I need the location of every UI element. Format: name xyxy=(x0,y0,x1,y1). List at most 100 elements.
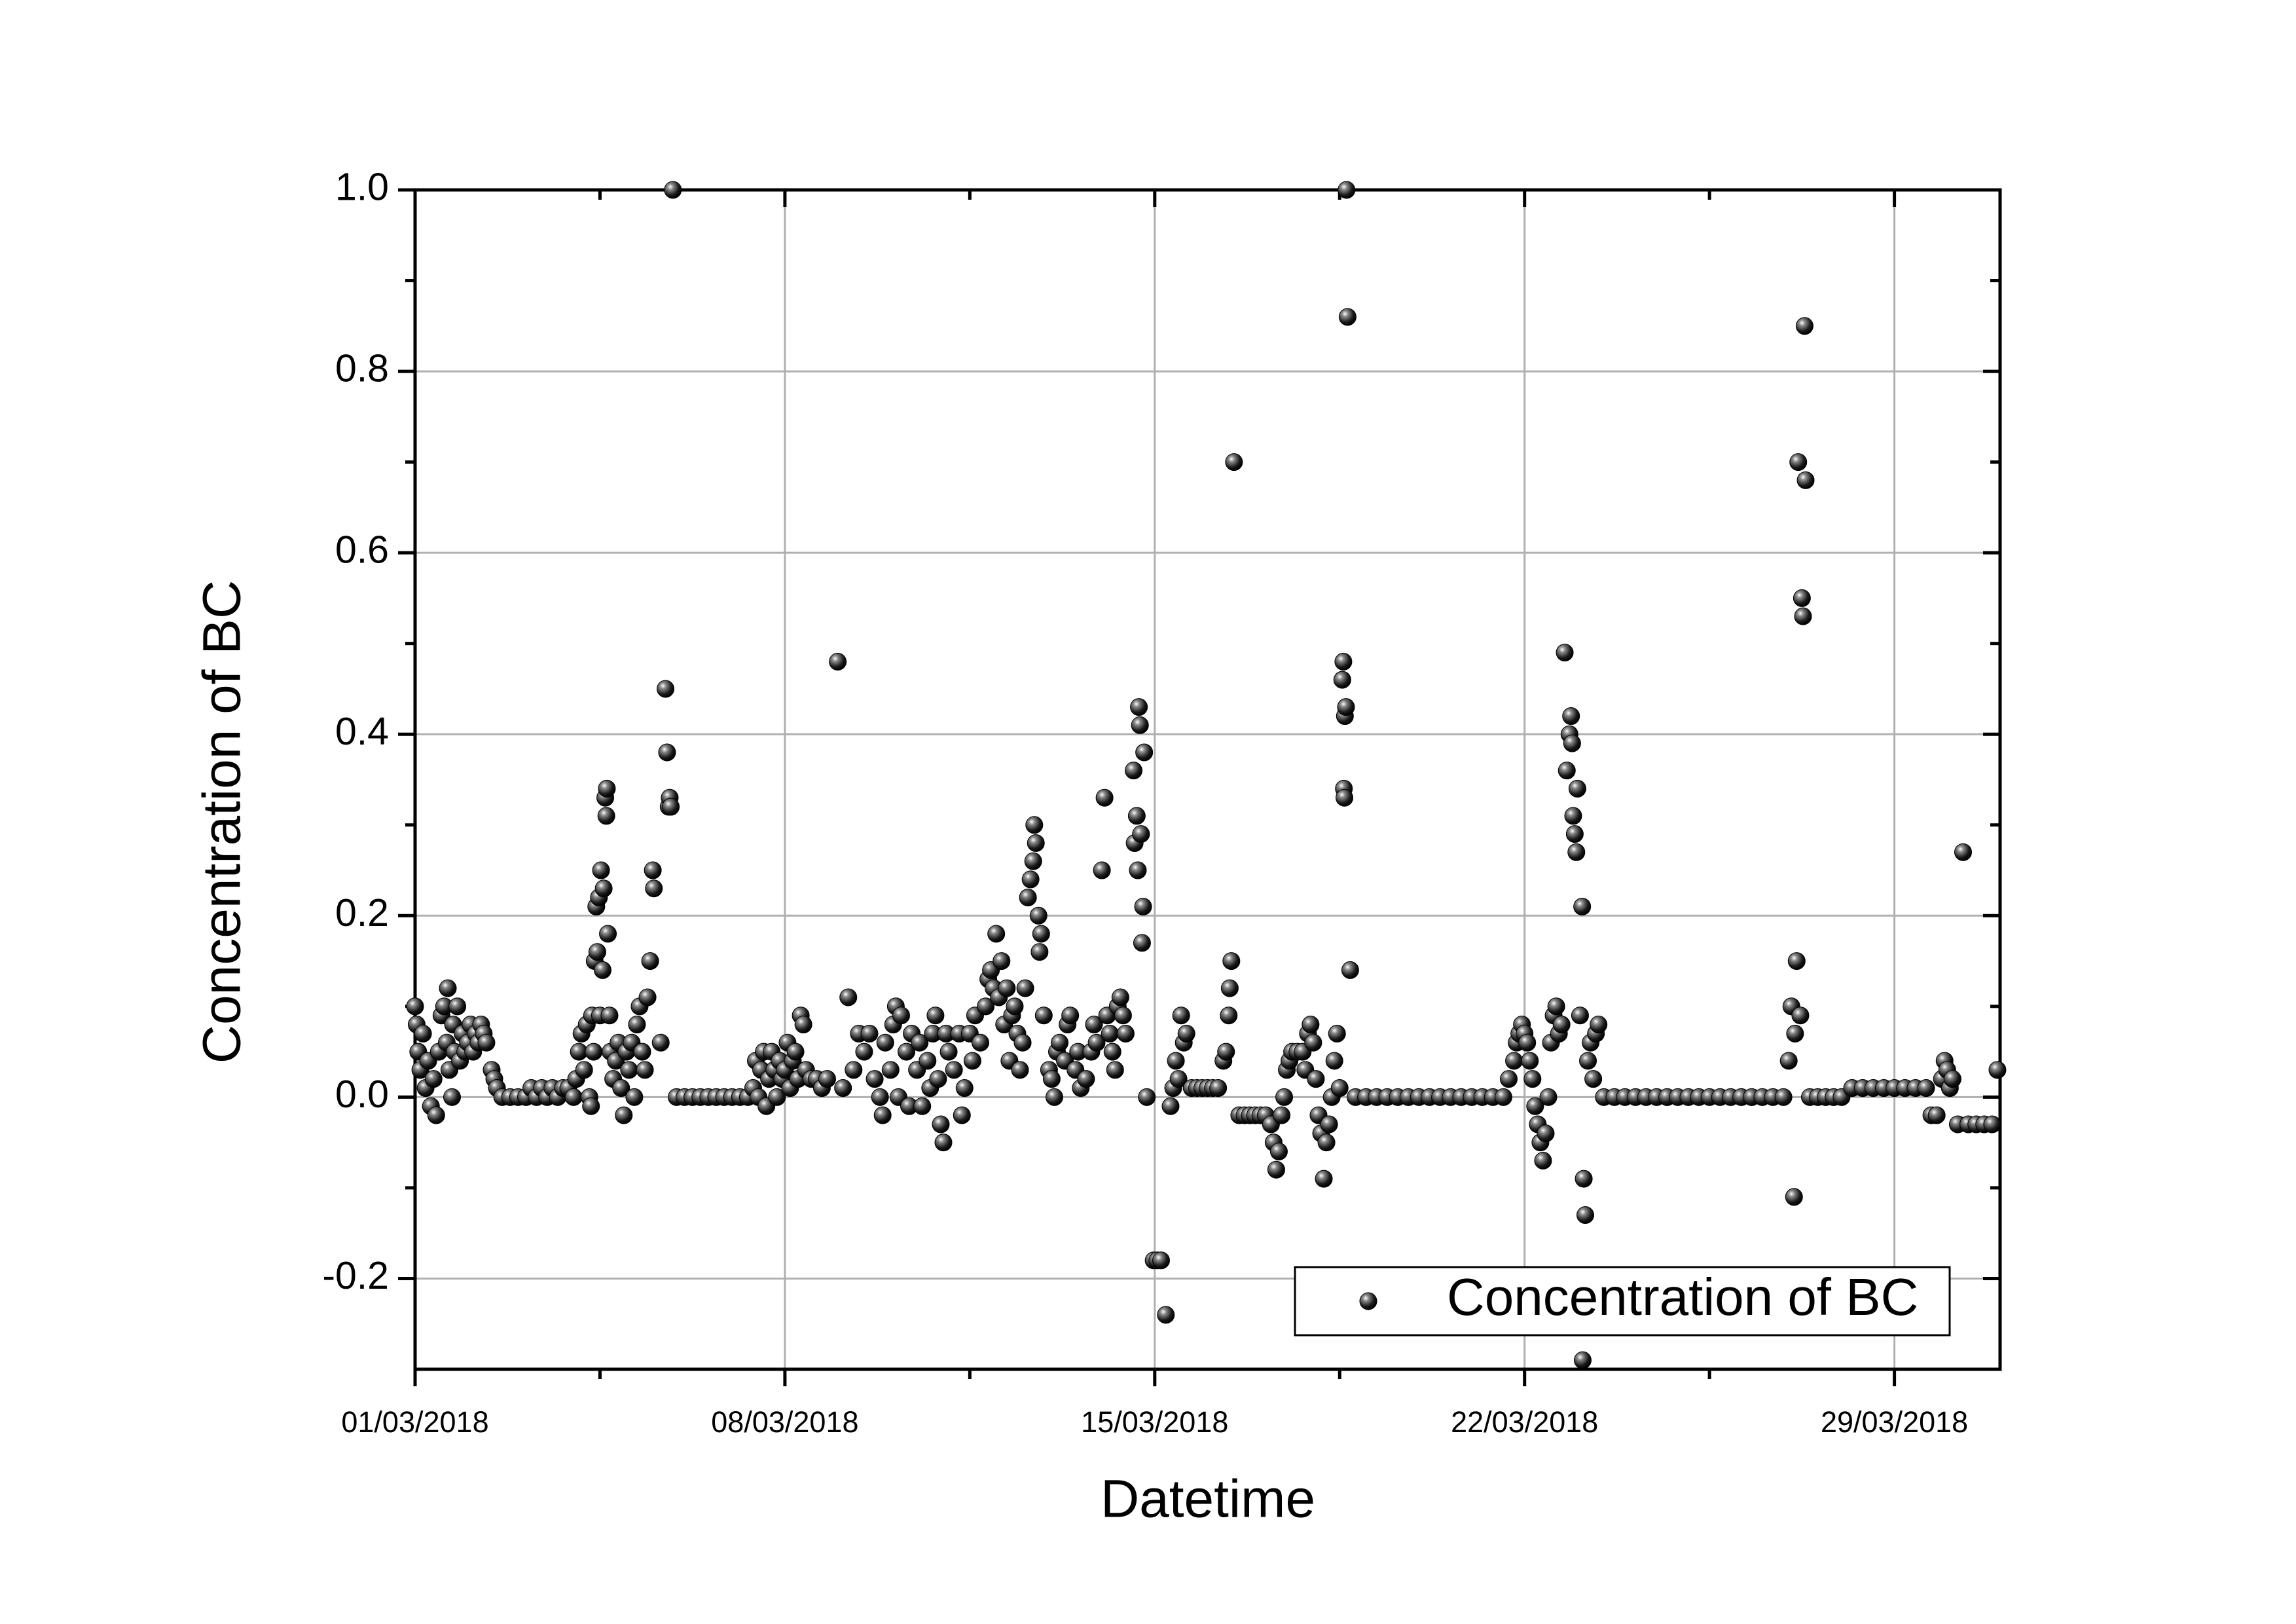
point xyxy=(1013,1033,1032,1052)
point xyxy=(1338,308,1357,326)
point xyxy=(644,861,662,879)
point xyxy=(615,1106,633,1124)
x-tick-label: 22/03/2018 xyxy=(1451,1405,1598,1439)
point xyxy=(1106,1061,1124,1079)
point xyxy=(1526,1097,1544,1115)
point xyxy=(977,997,995,1016)
point xyxy=(1334,652,1353,671)
point xyxy=(594,879,613,898)
point xyxy=(1061,1006,1080,1025)
point xyxy=(1518,1033,1537,1052)
point xyxy=(1552,1016,1571,1034)
point xyxy=(768,1088,786,1106)
point xyxy=(1103,1043,1121,1061)
point xyxy=(1135,743,1154,762)
point xyxy=(987,925,1006,943)
point xyxy=(1302,1016,1320,1034)
point xyxy=(1787,952,1806,970)
x-tick-label: 08/03/2018 xyxy=(711,1405,858,1439)
point xyxy=(1129,861,1147,879)
point xyxy=(876,1033,894,1052)
point xyxy=(1785,1188,1803,1206)
point xyxy=(1590,1016,1608,1034)
point xyxy=(1575,1170,1593,1188)
x-axis-title: Datetime xyxy=(1101,1469,1315,1529)
point xyxy=(932,1115,950,1134)
point xyxy=(926,1006,945,1025)
point xyxy=(1169,1070,1188,1088)
point xyxy=(593,961,611,979)
point xyxy=(871,1088,889,1106)
point xyxy=(1534,1151,1552,1170)
point xyxy=(1307,1070,1325,1088)
point xyxy=(597,807,615,825)
point xyxy=(1794,607,1812,625)
point xyxy=(1315,1170,1333,1188)
point xyxy=(414,1024,432,1043)
point xyxy=(1114,1006,1132,1025)
point xyxy=(1045,1088,1063,1106)
point xyxy=(934,1134,953,1152)
point xyxy=(645,879,663,898)
point xyxy=(860,1024,879,1043)
point xyxy=(834,1079,852,1098)
y-tick-label: 0.6 xyxy=(335,528,389,572)
point xyxy=(1521,1052,1539,1070)
point xyxy=(929,1070,947,1088)
point xyxy=(818,1070,836,1088)
point xyxy=(443,1088,461,1106)
point xyxy=(1024,852,1042,870)
point xyxy=(881,1061,900,1079)
point xyxy=(1029,906,1048,925)
point xyxy=(1006,997,1024,1016)
point xyxy=(1337,698,1355,716)
point xyxy=(1328,1024,1346,1043)
point xyxy=(1793,589,1811,607)
point xyxy=(600,1006,619,1025)
point xyxy=(1954,843,1973,861)
point xyxy=(612,1079,630,1098)
point xyxy=(575,1061,593,1079)
point xyxy=(1134,897,1152,915)
axes xyxy=(398,188,2002,1386)
point xyxy=(657,680,675,698)
point xyxy=(1333,671,1351,689)
point xyxy=(1032,925,1050,943)
point xyxy=(1537,1124,1555,1143)
point xyxy=(1157,1306,1175,1324)
point xyxy=(1131,716,1149,734)
point xyxy=(1988,1061,2007,1079)
point xyxy=(1983,1115,2001,1134)
point xyxy=(963,1052,981,1070)
point xyxy=(1025,816,1044,834)
point xyxy=(1267,1160,1285,1179)
point xyxy=(1571,1006,1589,1025)
point xyxy=(1101,1024,1119,1043)
point xyxy=(1021,870,1040,889)
y-tick-label: 1.0 xyxy=(335,166,389,209)
point xyxy=(1116,1024,1135,1043)
point xyxy=(845,1061,863,1079)
point xyxy=(1130,698,1148,716)
plot-frame xyxy=(413,188,2002,1371)
point xyxy=(628,1016,646,1034)
point xyxy=(1111,988,1129,1006)
point xyxy=(1217,1043,1235,1061)
point xyxy=(424,1070,443,1088)
point xyxy=(625,1088,644,1106)
point xyxy=(855,1043,873,1061)
point xyxy=(1791,1006,1810,1025)
y-tick-label: 0.8 xyxy=(335,347,389,390)
point xyxy=(866,1070,884,1088)
point xyxy=(794,1016,812,1034)
point xyxy=(1556,644,1574,662)
point xyxy=(1034,1006,1053,1025)
point xyxy=(898,1043,916,1061)
point xyxy=(1927,1106,1946,1124)
point xyxy=(641,952,659,970)
point xyxy=(564,1088,583,1106)
point xyxy=(1132,825,1150,843)
point xyxy=(786,1043,805,1061)
point xyxy=(1584,1070,1603,1088)
point xyxy=(1125,762,1143,780)
